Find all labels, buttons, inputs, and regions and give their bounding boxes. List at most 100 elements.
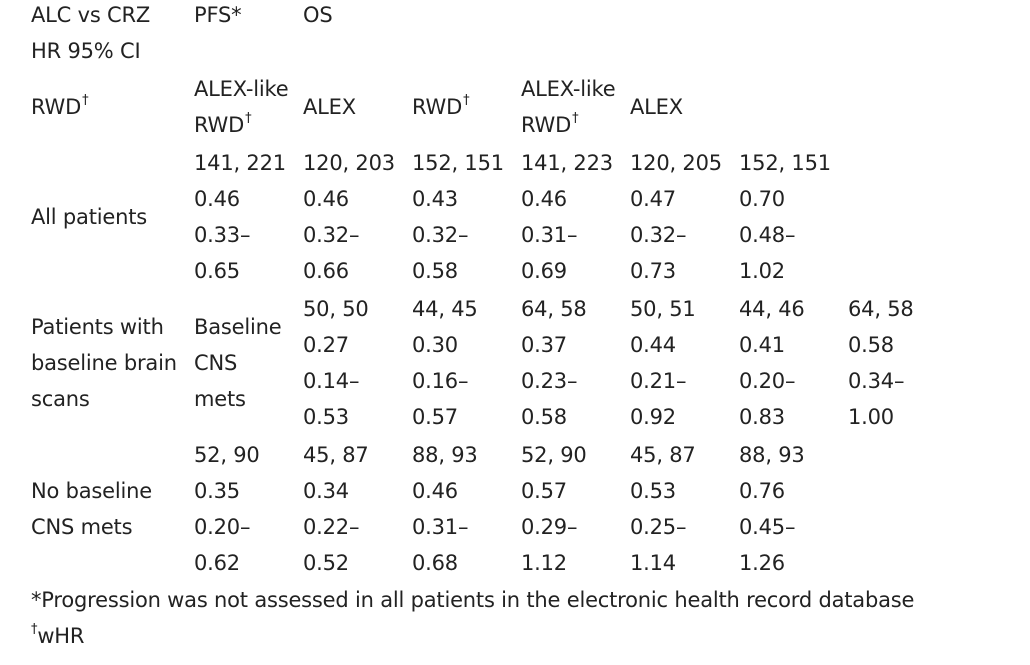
row-label-nocns-line2: CNS mets: [31, 515, 133, 539]
nocns-ci-low-5: 0.25–: [630, 515, 687, 539]
nocns-n-2: 45, 87: [303, 443, 369, 467]
all-hr-6: 0.70: [739, 187, 785, 211]
brain-ci-high-5: 0.83: [739, 405, 785, 429]
row-label-nocns-line1: No baseline: [31, 479, 152, 503]
all-hr-4: 0.46: [521, 187, 567, 211]
footnote-progression: *Progression was not assessed in all pat…: [31, 588, 915, 612]
nocns-ci-low-4: 0.29–: [521, 515, 578, 539]
all-n-1: 141, 221: [194, 151, 286, 175]
header-pfs-alex-like: ALEX-like: [194, 71, 289, 107]
nocns-ci-high-4: 1.12: [521, 551, 567, 575]
nocns-ci-low-3: 0.31–: [412, 515, 469, 539]
brain-n-1: 50, 50: [303, 297, 369, 321]
all-ci-high-3: 0.58: [412, 259, 458, 283]
nocns-hr-3: 0.46: [412, 479, 458, 503]
header-pfs-alex-like-rwd: RWD†: [194, 107, 252, 143]
brain-ci-low-5: 0.20–: [739, 369, 796, 393]
all-ci-low-1: 0.33–: [194, 223, 251, 247]
all-n-4: 141, 223: [521, 151, 613, 175]
header-pfs-alex: ALEX: [303, 95, 356, 119]
dagger-mark: †: [245, 111, 252, 126]
header-os-alex-like-line1: ALEX-like: [521, 77, 616, 101]
nocns-ci-high-6: 1.26: [739, 551, 785, 575]
all-n-6: 152, 151: [739, 151, 831, 175]
brain-ci-low-2: 0.16–: [412, 369, 469, 393]
nocns-ci-low-6: 0.45–: [739, 515, 796, 539]
header-alex-like-line2: RWD: [194, 113, 245, 137]
brain-ci-high-1: 0.53: [303, 405, 349, 429]
brain-hr-2: 0.30: [412, 333, 458, 357]
all-ci-low-4: 0.31–: [521, 223, 578, 247]
brain-hr-5: 0.41: [739, 333, 785, 357]
all-ci-low-6: 0.48–: [739, 223, 796, 247]
nocns-n-1: 52, 90: [194, 443, 260, 467]
nocns-hr-4: 0.57: [521, 479, 567, 503]
brain-n-6: 64, 58: [848, 297, 914, 321]
header-pfs-rwd: RWD†: [31, 89, 89, 125]
brain-ci-low-1: 0.14–: [303, 369, 360, 393]
all-ci-high-2: 0.66: [303, 259, 349, 283]
all-ci-high-1: 0.65: [194, 259, 240, 283]
all-ci-low-3: 0.32–: [412, 223, 469, 247]
nocns-ci-high-3: 0.68: [412, 551, 458, 575]
header-corner-line2: HR 95% CI: [31, 39, 141, 63]
nocns-ci-high-2: 0.52: [303, 551, 349, 575]
brain-hr-6: 0.58: [848, 333, 894, 357]
header-alex-like-line1: ALEX-like: [194, 77, 289, 101]
all-hr-1: 0.46: [194, 187, 240, 211]
nocns-ci-low-1: 0.20–: [194, 515, 251, 539]
header-os-rwd: RWD†: [412, 89, 470, 125]
dagger-mark: †: [572, 111, 579, 126]
header-os: OS: [303, 3, 333, 27]
brain-ci-low-4: 0.21–: [630, 369, 687, 393]
all-hr-2: 0.46: [303, 187, 349, 211]
row-label-all-patients: All patients: [31, 205, 147, 229]
nocns-hr-5: 0.53: [630, 479, 676, 503]
header-os-rwd-text: RWD: [412, 95, 463, 119]
footnote-whr-text: wHR: [37, 624, 85, 648]
dagger-mark: †: [463, 93, 470, 108]
brain-ci-low-6: 0.34–: [848, 369, 905, 393]
brain-ci-low-3: 0.23–: [521, 369, 578, 393]
all-hr-3: 0.43: [412, 187, 458, 211]
all-ci-high-4: 0.69: [521, 259, 567, 283]
all-ci-high-5: 0.73: [630, 259, 676, 283]
all-n-5: 120, 205: [630, 151, 722, 175]
all-ci-low-5: 0.32–: [630, 223, 687, 247]
footnote-dagger-mark: †: [31, 622, 38, 637]
header-os-alex-like-rwd: RWD†: [521, 107, 579, 143]
nocns-hr-1: 0.35: [194, 479, 240, 503]
brain-hr-1: 0.27: [303, 333, 349, 357]
brain-ci-high-2: 0.57: [412, 405, 458, 429]
brain-n-5: 44, 46: [739, 297, 805, 321]
row-label-brain-line3: scans: [31, 387, 90, 411]
all-n-2: 120, 203: [303, 151, 395, 175]
nocns-hr-2: 0.34: [303, 479, 349, 503]
brain-ci-high-6: 1.00: [848, 405, 894, 429]
sub-label-line1: Baseline: [194, 315, 282, 339]
nocns-n-4: 52, 90: [521, 443, 587, 467]
dagger-mark: †: [82, 93, 89, 108]
header-os-alex: ALEX: [630, 95, 683, 119]
brain-hr-3: 0.37: [521, 333, 567, 357]
nocns-n-3: 88, 93: [412, 443, 478, 467]
brain-ci-high-4: 0.92: [630, 405, 676, 429]
sub-label-line2: CNS: [194, 351, 238, 375]
nocns-hr-6: 0.76: [739, 479, 785, 503]
all-ci-low-2: 0.32–: [303, 223, 360, 247]
header-os-alex-like-line2: RWD: [521, 113, 572, 137]
all-n-3: 152, 151: [412, 151, 504, 175]
brain-n-4: 50, 51: [630, 297, 696, 321]
nocns-ci-high-5: 1.14: [630, 551, 676, 575]
all-ci-high-6: 1.02: [739, 259, 785, 283]
sub-label-line3: mets: [194, 387, 246, 411]
nocns-n-5: 45, 87: [630, 443, 696, 467]
nocns-ci-high-1: 0.62: [194, 551, 240, 575]
brain-hr-4: 0.44: [630, 333, 676, 357]
row-label-brain-line2: baseline brain: [31, 351, 177, 375]
header-corner-line1: ALC vs CRZ: [31, 3, 151, 27]
header-os-alex-like: ALEX-like: [521, 71, 616, 107]
row-label-brain-line1: Patients with: [31, 315, 164, 339]
brain-n-2: 44, 45: [412, 297, 478, 321]
header-pfs-rwd-text: RWD: [31, 95, 82, 119]
